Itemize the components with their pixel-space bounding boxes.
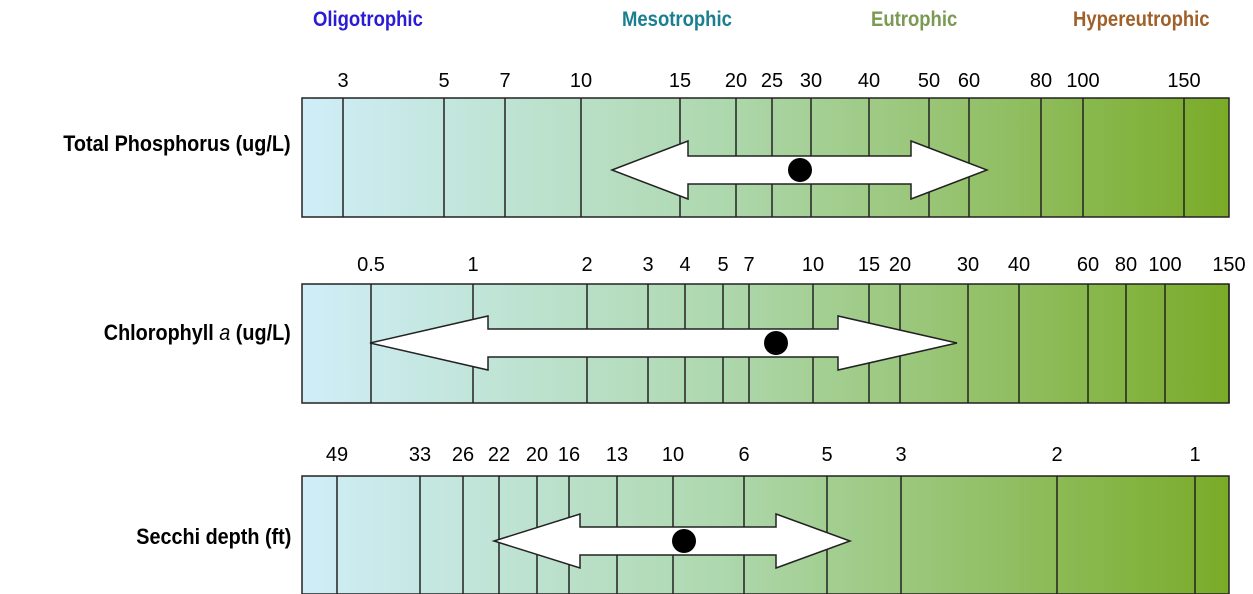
tick-label: 150 <box>1167 70 1201 92</box>
tick-label: 5 <box>438 70 450 92</box>
row-label-chlorophyll: Chlorophyll a (ug/L) <box>104 320 291 346</box>
tick-label: 50 <box>917 70 941 92</box>
tick-label: 5 <box>717 254 729 276</box>
tick-label: 20 <box>888 254 912 276</box>
tick-label: 80 <box>1029 70 1053 92</box>
tick-label: 10 <box>661 444 685 466</box>
tick-label: 80 <box>1114 254 1138 276</box>
state-label-hypereutrophic: Hypereutrophic <box>1073 8 1210 31</box>
tick-label: 25 <box>760 70 784 92</box>
tick-label: 6 <box>738 444 750 466</box>
tick-label: 20 <box>724 70 748 92</box>
tick-label: 40 <box>857 70 881 92</box>
mean-value-marker <box>788 158 812 182</box>
tick-label: 40 <box>1007 254 1031 276</box>
tick-label: 2 <box>581 254 593 276</box>
tick-label: 20 <box>525 444 549 466</box>
tick-label: 15 <box>857 254 881 276</box>
tick-label: 7 <box>743 254 755 276</box>
tick-label: 49 <box>325 444 349 466</box>
row-label-text-rest: (ug/L) <box>230 320 291 345</box>
tick-label: 5 <box>821 444 833 466</box>
tick-label: 2 <box>1051 444 1063 466</box>
tick-label: 3 <box>895 444 907 466</box>
tick-label: 16 <box>557 444 581 466</box>
row-label-secchi-depth: Secchi depth (ft) <box>136 524 291 550</box>
tick-label: 22 <box>487 444 511 466</box>
tick-label: 4 <box>679 254 691 276</box>
tick-label: 10 <box>801 254 825 276</box>
tick-label: 0.5 <box>357 254 385 276</box>
state-label-eutrophic: Eutrophic <box>871 8 958 31</box>
tick-label: 26 <box>451 444 475 466</box>
tick-label: 1 <box>467 254 479 276</box>
tick-label: 30 <box>799 70 823 92</box>
tick-label: 150 <box>1212 254 1246 276</box>
row-label-text: Total Phosphorus (ug/L) <box>63 131 291 156</box>
tick-label: 3 <box>642 254 654 276</box>
tick-label: 10 <box>569 70 593 92</box>
mean-value-marker <box>672 529 696 553</box>
tick-label: 60 <box>1076 254 1100 276</box>
tick-label: 100 <box>1148 254 1182 276</box>
range-arrow <box>369 315 958 371</box>
tick-label: 33 <box>408 444 432 466</box>
tick-label: 7 <box>499 70 511 92</box>
tick-label: 30 <box>956 254 980 276</box>
row-label-text: Chlorophyll <box>103 320 220 345</box>
tick-label: 15 <box>668 70 692 92</box>
row-label-total-phosphorus: Total Phosphorus (ug/L) <box>64 131 291 157</box>
mean-value-marker <box>764 331 788 355</box>
row-label-text: Secchi depth (ft) <box>135 524 291 549</box>
state-label-oligotrophic: Oligotrophic <box>313 8 423 31</box>
tick-label: 1 <box>1189 444 1201 466</box>
tick-label: 100 <box>1066 70 1100 92</box>
tick-label: 60 <box>957 70 981 92</box>
tick-label: 13 <box>605 444 629 466</box>
row-label-italic: a <box>219 320 231 345</box>
tick-label: 3 <box>337 70 349 92</box>
state-label-mesotrophic: Mesotrophic <box>622 8 732 31</box>
